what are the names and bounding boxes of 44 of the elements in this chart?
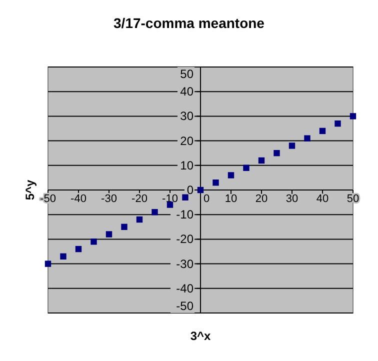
x-tick-label: -20 bbox=[132, 193, 148, 205]
y-tick-label: 30 bbox=[180, 109, 194, 124]
y-tick-label: -10 bbox=[176, 208, 194, 222]
y-tick-label: -30 bbox=[176, 256, 194, 271]
point bbox=[136, 216, 143, 223]
point bbox=[152, 209, 158, 216]
x-tick-label: -50 bbox=[40, 193, 56, 205]
y-tick-label: -20 bbox=[176, 232, 194, 246]
point bbox=[243, 164, 250, 171]
y-tick-label: 40 bbox=[180, 84, 194, 99]
x-axis-title: 3^x bbox=[190, 329, 211, 343]
point bbox=[304, 135, 310, 142]
point bbox=[60, 253, 66, 260]
point bbox=[212, 180, 219, 186]
y-axis-title: 5^y bbox=[23, 180, 37, 200]
point bbox=[197, 186, 204, 194]
y-tick-label: -40 bbox=[176, 281, 194, 296]
x-tick-label: 50 bbox=[346, 193, 360, 205]
x-tick-label: -40 bbox=[70, 193, 86, 205]
point bbox=[350, 113, 356, 120]
point bbox=[44, 260, 52, 267]
point bbox=[334, 120, 341, 127]
y-tick-label: 10 bbox=[180, 158, 194, 172]
point bbox=[90, 238, 97, 245]
point bbox=[258, 157, 265, 164]
x-tick-label: -30 bbox=[101, 193, 117, 205]
point bbox=[121, 224, 128, 230]
point bbox=[182, 194, 188, 200]
y-tick-label: 20 bbox=[180, 134, 194, 148]
point bbox=[106, 231, 112, 238]
point bbox=[228, 172, 234, 178]
point bbox=[319, 128, 326, 134]
x-tick-label: 40 bbox=[316, 193, 329, 205]
y-tick-label: -50 bbox=[176, 299, 194, 313]
point bbox=[288, 142, 296, 149]
x-tick-label: 30 bbox=[286, 193, 298, 205]
point bbox=[75, 246, 82, 252]
x-tick-label: 20 bbox=[255, 193, 268, 205]
x-tick-label: 10 bbox=[224, 193, 238, 205]
chart-title: 3/17-comma meantone bbox=[114, 15, 265, 31]
point bbox=[274, 150, 280, 156]
x-tick-label: 0 bbox=[203, 193, 210, 205]
y-tick-label: 50 bbox=[180, 67, 194, 81]
x-tick-label: -10 bbox=[162, 193, 178, 205]
